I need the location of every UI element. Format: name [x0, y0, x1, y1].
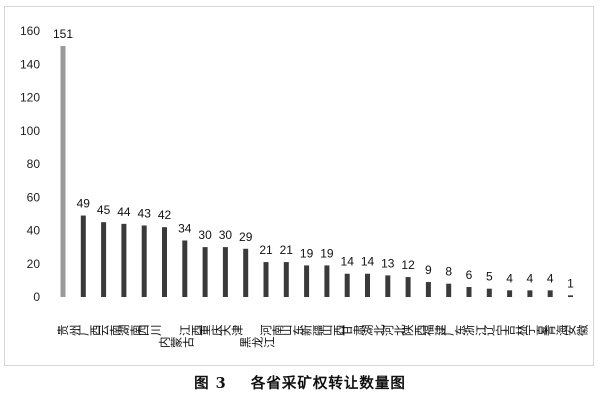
data-label: 45 — [97, 203, 111, 217]
data-label: 42 — [158, 208, 172, 222]
x-tick-label: 宁夏 — [523, 324, 549, 336]
y-tick-label: 100 — [20, 124, 40, 138]
bar — [141, 225, 147, 297]
data-label: 30 — [198, 228, 212, 242]
data-label: 14 — [361, 255, 375, 269]
data-label: 49 — [77, 197, 91, 211]
x-tick-label: 广西 — [76, 325, 102, 337]
x-tick-label: 广东 — [442, 325, 468, 337]
y-tick-label: 80 — [27, 157, 41, 171]
x-tick-label: 天津 — [218, 324, 244, 336]
data-label: 151 — [53, 27, 73, 41]
x-tick-label: 江西 — [178, 324, 204, 336]
bar — [365, 273, 370, 297]
bar — [263, 262, 269, 297]
y-tick-label: 120 — [20, 91, 40, 105]
data-label: 19 — [320, 246, 334, 260]
x-tick-label: 云南 — [97, 325, 123, 337]
bar — [324, 265, 330, 297]
x-tick-label: 湖南 — [117, 325, 143, 337]
data-label: 19 — [300, 246, 314, 260]
y-tick-label: 40 — [27, 224, 41, 238]
bar — [466, 287, 472, 297]
x-tick-label: 重庆 — [198, 324, 224, 336]
data-label: 21 — [259, 243, 273, 257]
data-label: 44 — [117, 205, 131, 219]
data-label: 8 — [445, 265, 452, 279]
data-label: 5 — [486, 270, 493, 284]
data-label: 34 — [178, 221, 192, 235]
x-tick-label: 浙江 — [462, 324, 488, 336]
bar — [222, 247, 228, 297]
x-tick-label: 山东 — [279, 325, 305, 337]
bar — [405, 277, 411, 297]
data-label: 9 — [425, 263, 432, 277]
bar — [507, 290, 513, 297]
x-tick-label: 贵州 — [56, 325, 82, 337]
data-label: 21 — [280, 243, 294, 257]
x-tick-label: 河南 — [259, 324, 285, 336]
bar — [243, 248, 249, 297]
x-tick-label: 福建 — [421, 324, 447, 336]
data-label: 30 — [219, 228, 233, 242]
bar — [425, 282, 431, 297]
data-label: 1 — [567, 276, 574, 290]
bar — [304, 265, 310, 297]
bar — [162, 227, 167, 297]
bar — [385, 275, 391, 297]
bar — [344, 273, 350, 297]
x-tick-label: 青海 — [543, 324, 569, 336]
y-tick-label: 0 — [33, 290, 40, 304]
y-tick-label: 60 — [27, 190, 41, 204]
x-tick-label: 河北 — [381, 324, 407, 336]
bar — [283, 262, 289, 297]
data-label: 14 — [341, 255, 355, 269]
chart-frame — [4, 6, 594, 366]
y-tick-label: 140 — [20, 57, 40, 71]
bar — [486, 288, 492, 297]
x-tick-label: 安徽 — [564, 324, 590, 336]
data-label: 4 — [527, 271, 534, 285]
data-label: 6 — [466, 268, 473, 282]
data-label: 4 — [547, 271, 554, 285]
y-tick-label: 20 — [27, 257, 41, 271]
x-tick-label: 黑龙江 — [239, 336, 277, 348]
bar — [182, 240, 188, 297]
x-tick-label: 甘肃 — [340, 325, 366, 337]
x-tick-label: 辽宁 — [482, 324, 508, 336]
x-tick-label: 吉林 — [503, 324, 529, 336]
bar — [60, 45, 66, 298]
data-label: 13 — [381, 256, 395, 270]
x-tick-label: 湖北 — [361, 324, 387, 336]
bar — [202, 247, 208, 297]
data-label: 4 — [506, 271, 513, 285]
data-label: 12 — [401, 258, 415, 272]
bar — [80, 215, 86, 297]
bar — [446, 283, 452, 297]
y-tick-label: 160 — [20, 24, 40, 38]
x-tick-label: 内蒙古 — [158, 337, 196, 349]
bar — [547, 290, 553, 297]
bar — [101, 222, 107, 297]
bar — [568, 295, 573, 297]
x-tick-label: 新疆 — [300, 324, 326, 336]
x-tick-label: 四川 — [137, 325, 163, 337]
bar — [121, 223, 127, 297]
bar — [527, 290, 533, 297]
x-tick-label: 陕西 — [401, 324, 427, 336]
data-label: 43 — [138, 207, 152, 221]
data-label: 29 — [239, 230, 253, 244]
figure-caption: 图 3 各省采矿权转让数量图 — [194, 375, 406, 392]
x-tick-label: 山西 — [320, 325, 346, 337]
